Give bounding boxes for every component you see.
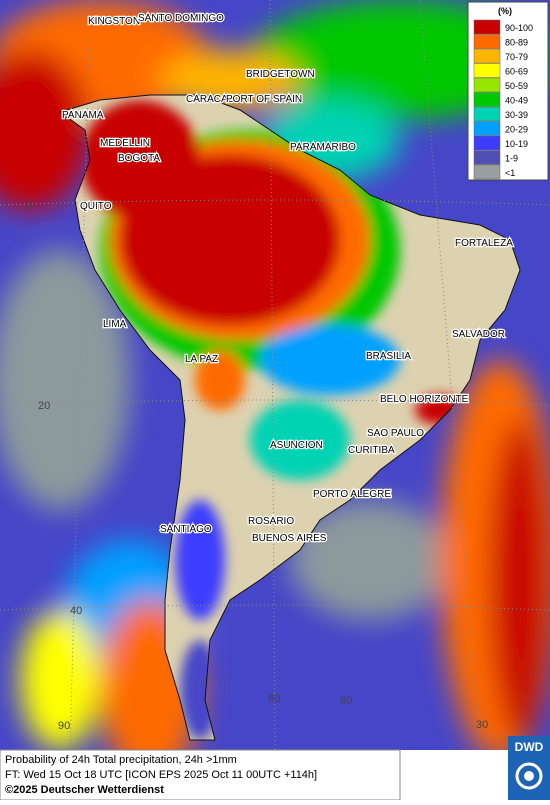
legend-swatch: [473, 106, 501, 122]
logo-icon: [515, 762, 543, 790]
city-label: ASUNCION: [270, 440, 323, 451]
legend-swatch: [473, 92, 501, 107]
legend: (%) 90-100 80-89 70-79 60-69 50-59 40-49 30-39…: [467, 1, 549, 181]
grid-labels: 0 20 40 90 60 80 30: [26, 200, 488, 732]
grid-label: 90: [58, 720, 70, 732]
legend-label: 60-69: [505, 67, 528, 77]
grid-label: 30: [476, 719, 488, 731]
legend-label: 1-9: [505, 154, 518, 164]
city-label: BUENOS AIRES: [252, 533, 327, 544]
legend-label: 80-89: [505, 38, 528, 48]
legend-label: 30-39: [505, 110, 528, 120]
legend-label: 50-59: [505, 81, 528, 91]
city-label: SANTO DOMINGO: [138, 13, 224, 24]
logo: DWD: [515, 740, 544, 754]
legend-title: (%): [498, 6, 512, 16]
cities: KINGSTON SANTO DOMINGO BRIDGETOWN CARACA…: [61, 12, 515, 546]
city-label: ROSARIO: [248, 516, 294, 527]
legend-label: 20-29: [505, 125, 528, 135]
legend-swatch: [473, 48, 501, 64]
city-label: LIMA: [103, 319, 127, 330]
legend-swatch: [473, 63, 501, 78]
city-label: MEDELLIN: [100, 138, 150, 149]
legend-label: 70-79: [505, 52, 528, 62]
logo-icon: [524, 771, 534, 781]
city-label: BELO HORIZONTE: [380, 394, 469, 405]
city-label: SALVADOR: [452, 329, 505, 340]
legend-label: <1: [505, 168, 515, 178]
city-label: SAO PAULO: [367, 428, 424, 439]
legend-swatch: [473, 77, 501, 93]
legend-swatch: [473, 19, 501, 35]
city-label: PORTO ALEGRE: [313, 489, 391, 500]
city-label: BOGOTA: [118, 153, 160, 164]
city-label: LA PAZ: [185, 354, 218, 365]
legend-label: 90-100: [505, 23, 533, 33]
grid-label: 20: [38, 400, 50, 412]
city-label: BRIDGETOWN: [246, 69, 315, 80]
legend-swatch: [473, 164, 501, 180]
city-label: PORT OF SPAIN: [226, 94, 302, 105]
city-label: CURITIBA: [348, 445, 395, 456]
grid-label: 80: [340, 695, 352, 707]
city-label: KINGSTON: [88, 16, 140, 27]
legend-swatch: [473, 135, 501, 151]
city-label: PARAMARIBO: [290, 142, 356, 153]
city-label: CARACAS: [186, 94, 235, 105]
city-label: SANTIAGO: [160, 524, 212, 535]
city-label: QUITO: [80, 201, 112, 212]
city-label: PANAMA: [62, 110, 104, 121]
grid-label: 0: [26, 200, 32, 212]
legend-label: 40-49: [505, 96, 528, 106]
grid-label: 40: [70, 605, 82, 617]
footer-line: FT: Wed 15 Oct 18 UTC [ICON EPS 2025 Oct…: [5, 769, 317, 781]
legend-label: 10-19: [505, 139, 528, 149]
city-label: BRASILIA: [366, 351, 411, 362]
footer-line: Probability of 24h Total precipitation, …: [5, 754, 237, 766]
city-label: FORTALEZA: [455, 238, 513, 249]
grid-label: 60: [268, 693, 280, 705]
legend-swatch: [473, 34, 501, 49]
legend-swatch: [473, 121, 501, 136]
footer-line: ©2025 Deutscher Wetterdienst: [5, 784, 164, 796]
legend-swatch: [473, 150, 501, 165]
footer: Probability of 24h Total precipitation, …: [0, 736, 550, 801]
